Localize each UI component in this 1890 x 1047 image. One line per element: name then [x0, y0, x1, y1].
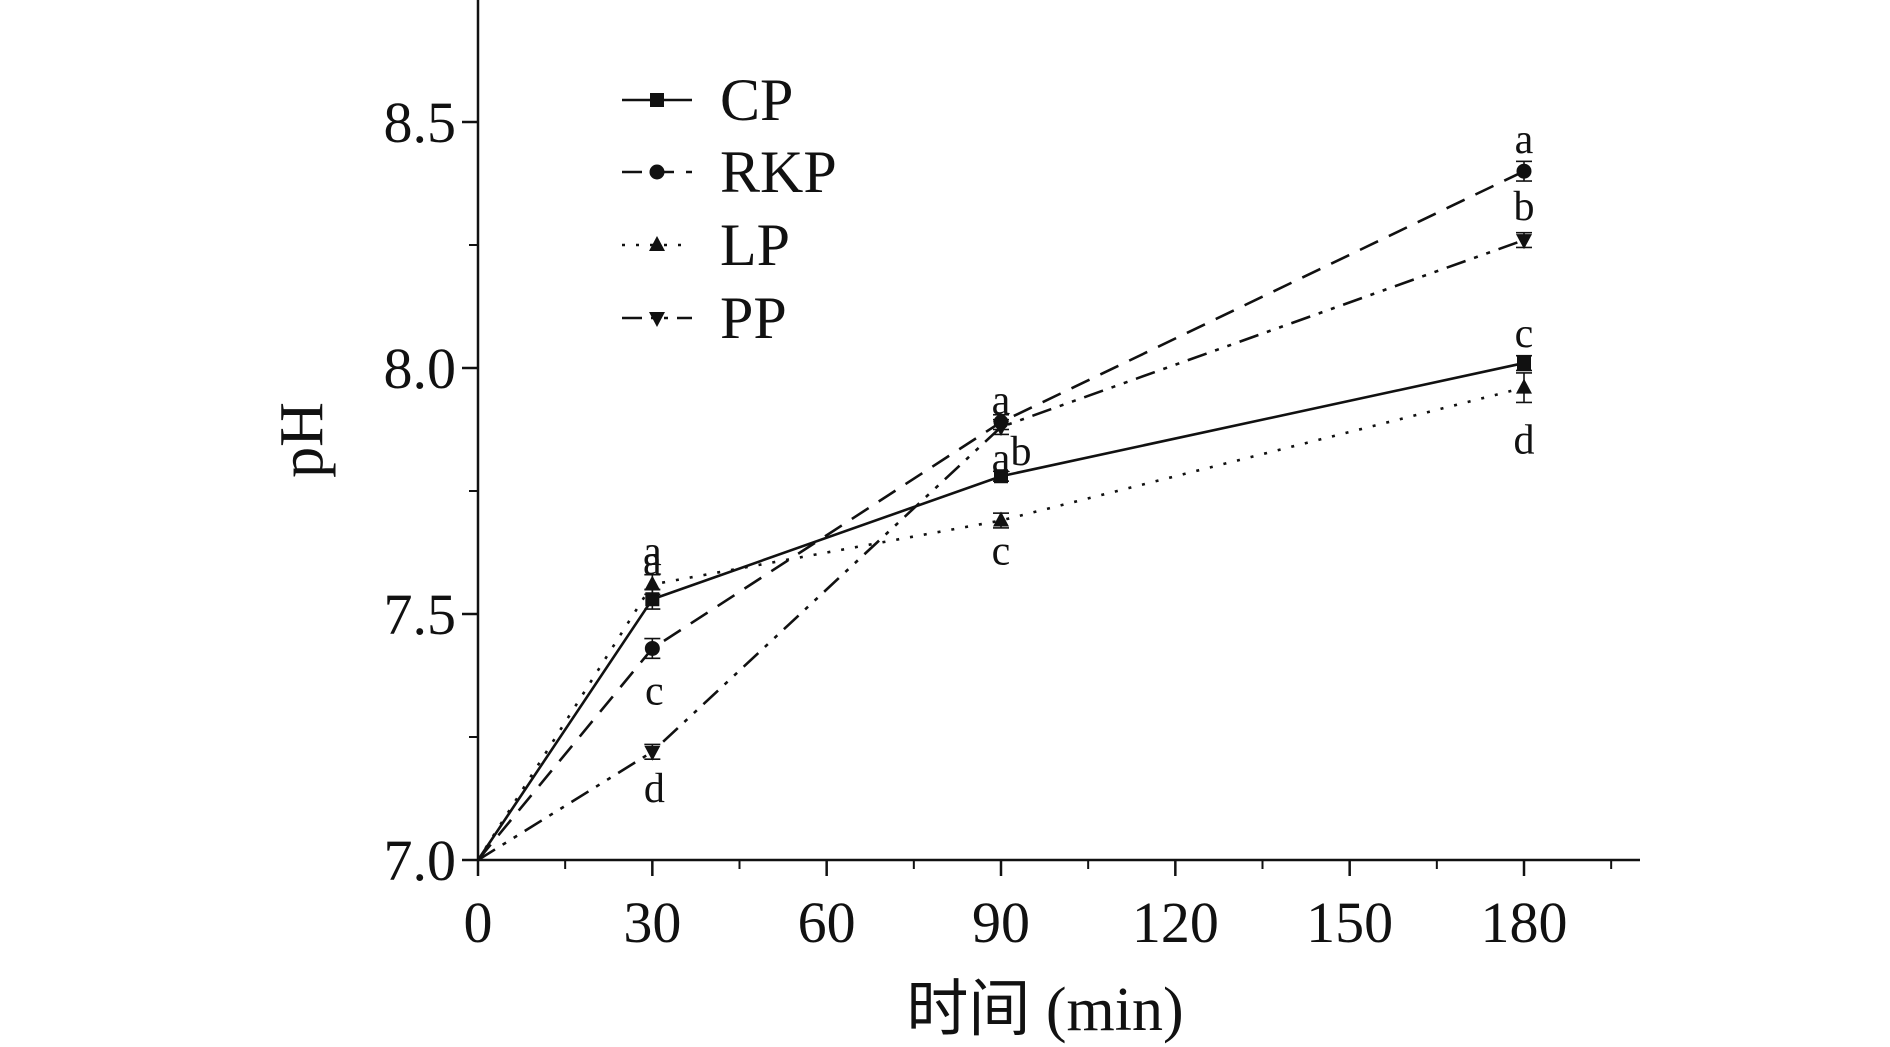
y-tick-label-8.5: 8.5	[384, 90, 457, 155]
series-markers	[644, 160, 1532, 761]
legend-label-pp: PP	[720, 285, 787, 351]
legend-marker-lp	[649, 236, 665, 251]
x-tick-label-150: 150	[1306, 890, 1393, 955]
y-axis-title: pH	[268, 402, 336, 478]
x-axis-title: 时间 (min)	[906, 976, 1183, 1044]
series-line-rkp	[476, 170, 1525, 861]
sig-letter-lp-30: a	[643, 538, 662, 584]
marker-pp-180	[1516, 234, 1532, 250]
sig-letter-rkp-180: a	[1515, 117, 1534, 163]
x-tick-label-180: 180	[1481, 890, 1568, 955]
x-tick-label-60: 60	[798, 890, 856, 955]
sig-letter-lp-180: d	[1514, 418, 1535, 464]
y-tick-label-7.5: 7.5	[384, 582, 457, 647]
sig-letter-cp-180: c	[1515, 311, 1534, 357]
sig-letter-pp-30: d	[644, 766, 665, 812]
legend-marker-rkp	[649, 164, 665, 180]
x-tick-label-90: 90	[972, 890, 1030, 955]
marker-rkp-30	[644, 640, 660, 656]
marker-cp-30	[645, 592, 660, 607]
marker-rkp-180	[1516, 163, 1532, 179]
x-tick-label-0: 0	[464, 890, 493, 955]
series-lines	[476, 170, 1525, 862]
sig-letter-rkp-30: c	[645, 668, 664, 714]
legend-label-rkp: RKP	[720, 139, 837, 205]
legend-label-cp: CP	[720, 67, 793, 133]
marker-lp-90	[993, 511, 1009, 527]
legend-label-lp: LP	[720, 212, 790, 278]
sig-letter-lp-90: c	[992, 529, 1011, 575]
series-line-pp	[477, 238, 1525, 862]
x-tick-label-30: 30	[623, 890, 681, 955]
sig-letter-cp-30: a	[643, 529, 662, 575]
marker-cp-90	[994, 469, 1008, 484]
sig-letter-pp-180: b	[1514, 184, 1535, 230]
series-line-cp	[476, 361, 1525, 861]
sig-letter-pp-90: b	[1011, 429, 1032, 475]
legend-marker-pp	[649, 312, 665, 327]
marker-lp-180	[1516, 378, 1532, 394]
marker-lp-30	[644, 575, 661, 591]
y-tick-label-7: 7.0	[384, 828, 457, 893]
marker-pp-90	[993, 421, 1009, 437]
x-tick-label-120: 120	[1132, 890, 1219, 955]
y-tick-label-8: 8.0	[384, 336, 457, 401]
marker-pp-30	[644, 745, 661, 761]
sig-letter-rkp-90: a	[992, 378, 1011, 424]
sig-letter-cp-90: a	[992, 436, 1011, 482]
marker-cp-180	[1517, 356, 1531, 371]
axes: 0 30 60 90 120 150 180 7.0 7.5 8.0 8.5	[384, 0, 1640, 955]
legend-marker-cp	[650, 93, 664, 107]
